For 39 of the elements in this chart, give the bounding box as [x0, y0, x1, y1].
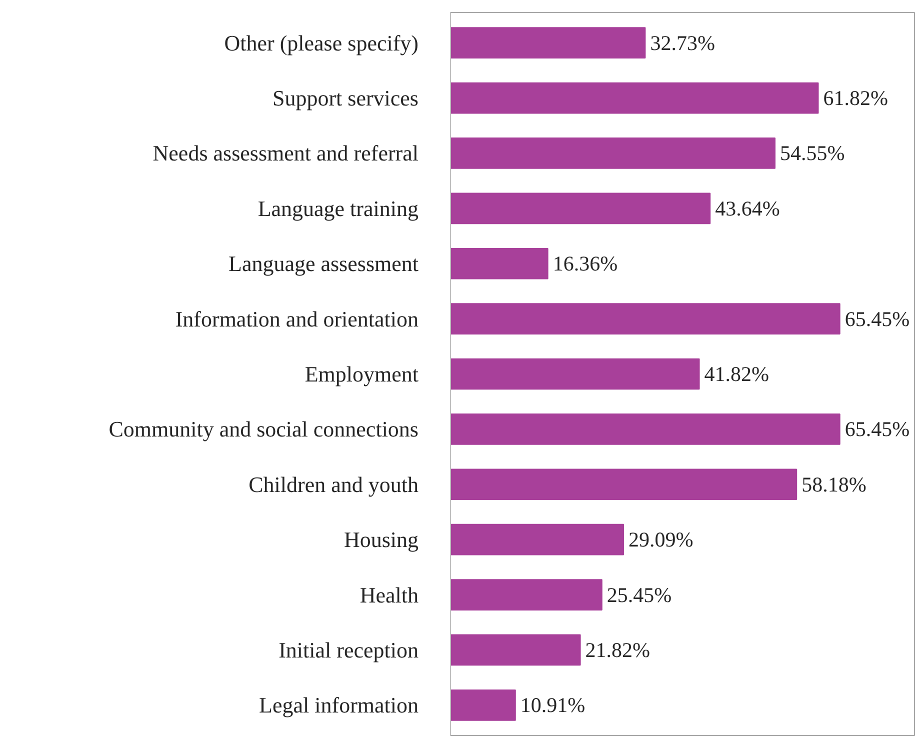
data-label: 54.55% — [780, 141, 845, 166]
bar — [450, 689, 516, 721]
bar — [450, 524, 624, 556]
y-tick-label: Legal information — [259, 692, 419, 718]
data-label: 43.64% — [715, 196, 780, 220]
data-label: 61.82% — [823, 86, 888, 110]
bar — [450, 468, 798, 500]
bar — [450, 248, 548, 280]
data-label: 65.45% — [844, 417, 910, 442]
y-tick-label: Language training — [258, 196, 419, 221]
y-tick-label: Information and orientation — [175, 306, 419, 332]
bar — [450, 138, 776, 169]
y-tick-label: Support services — [272, 86, 418, 111]
y-tick-label: Employment — [304, 362, 419, 386]
bar — [450, 414, 840, 445]
y-tick-label: Language assessment — [228, 251, 419, 276]
data-label: 41.82% — [704, 362, 770, 386]
bar — [450, 27, 646, 59]
bar — [450, 303, 840, 334]
data-label: 21.82% — [585, 638, 650, 662]
y-tick-label: Initial reception — [278, 637, 419, 662]
data-label: 32.73% — [650, 30, 715, 55]
y-tick-label: Housing — [344, 527, 418, 552]
data-label: 10.91% — [520, 693, 586, 718]
data-label: 58.18% — [802, 472, 866, 496]
bar — [450, 579, 602, 610]
y-tick-label: Health — [360, 582, 419, 608]
y-tick-label: Other (please specify) — [224, 30, 419, 56]
bar — [450, 192, 711, 224]
data-label: 16.36% — [552, 252, 618, 276]
bar — [450, 634, 581, 666]
data-label: 29.09% — [628, 528, 694, 552]
y-tick-label: Community and social connections — [108, 416, 419, 442]
y-tick-label: Needs assessment and referral — [152, 140, 418, 166]
y-tick-label: Children and youth — [248, 472, 419, 497]
data-label: 65.45% — [844, 306, 910, 331]
bar — [450, 358, 700, 390]
data-label: 25.45% — [606, 582, 672, 607]
bar — [450, 82, 819, 114]
